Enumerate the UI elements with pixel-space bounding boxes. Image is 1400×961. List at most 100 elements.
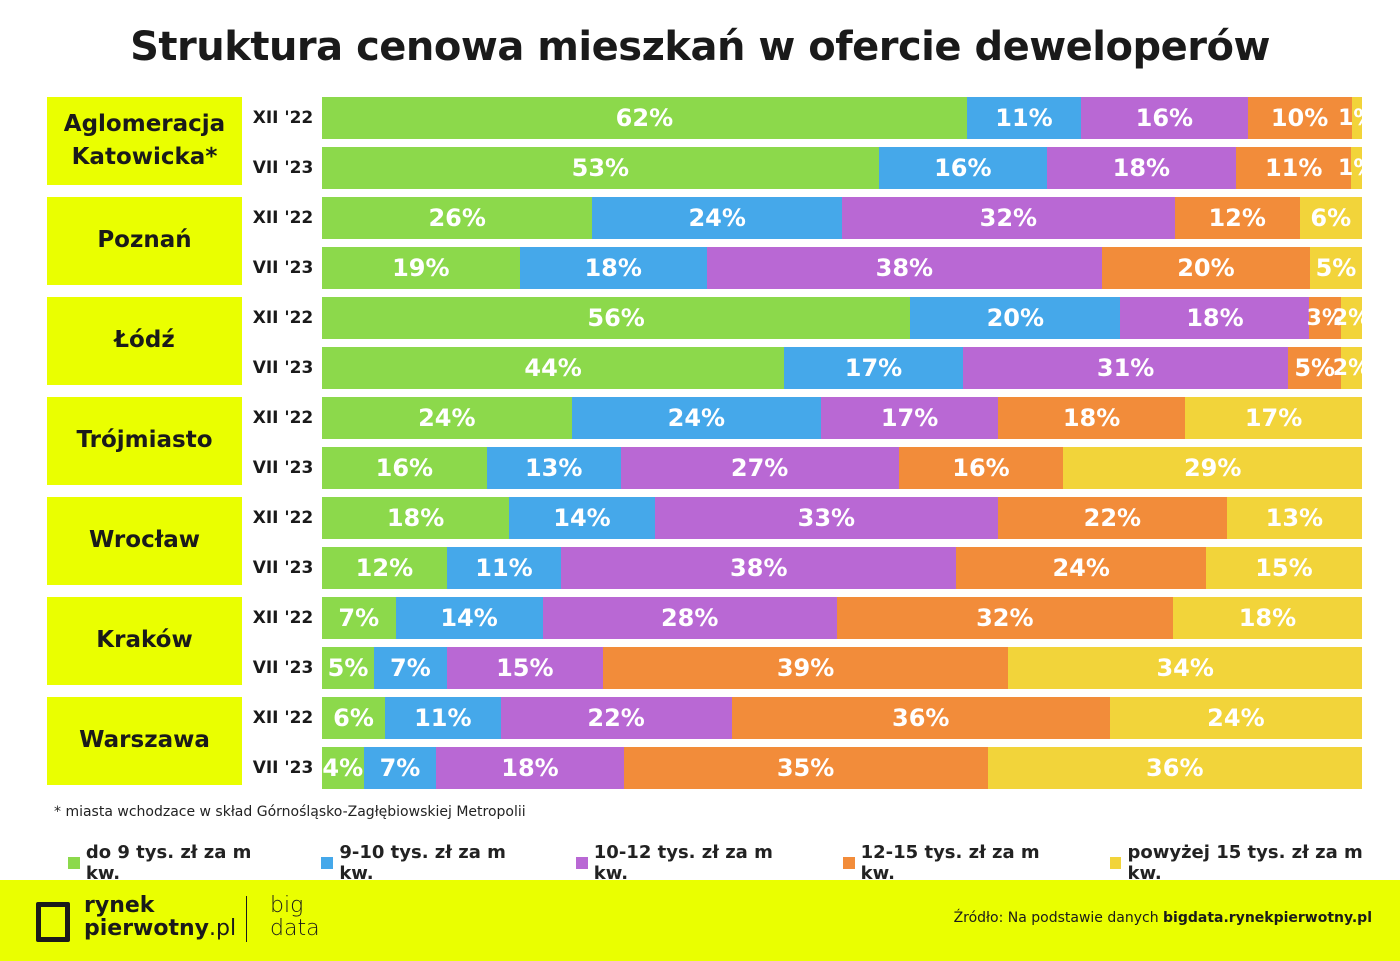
bar-row: 16% 13% 27% 16% 29% xyxy=(322,447,1362,489)
bar-segment: 12% xyxy=(322,547,447,589)
period-label: XII '22 xyxy=(252,208,314,228)
group-label: Trójmiasto xyxy=(47,397,242,485)
bar-segment: 33% xyxy=(654,497,998,539)
bar-segment: 22% xyxy=(997,497,1227,539)
bar-segment: 11% xyxy=(446,547,562,589)
footer: rynek pierwotny.pl big data Źródło: Na pod… xyxy=(0,880,1400,961)
bar-segment: 15% xyxy=(446,647,603,689)
bar-segment: 7% xyxy=(363,747,437,789)
bar-row: 62% 11% 16% 10% 1% xyxy=(322,97,1375,139)
bar-segment: 44% xyxy=(322,347,785,389)
bar-row: 24% 24% 17% 18% 17% xyxy=(322,397,1362,439)
legend-swatch xyxy=(68,857,80,869)
period-label: VII '23 xyxy=(252,658,314,678)
bar-segment: 5% xyxy=(322,647,374,689)
period-label: VII '23 xyxy=(252,458,314,478)
bar-segment: 29% xyxy=(1063,447,1362,489)
bar-segment: 18% xyxy=(1120,297,1310,339)
bar-row: 18% 14% 33% 22% 13% xyxy=(322,497,1362,539)
bar-segment: 18% xyxy=(997,397,1186,439)
bar-segment: 18% xyxy=(1046,147,1236,189)
bar-segment: 6% xyxy=(1299,197,1362,239)
legend: do 9 tys. zł za m kw. 9-10 tys. zł za m k… xyxy=(68,842,1400,884)
period-label: VII '23 xyxy=(252,158,314,178)
bar-row: 5% 7% 15% 39% 34% xyxy=(322,647,1362,689)
bar-segment: 32% xyxy=(841,197,1175,239)
legend-item: powyżej 15 tys. zł za m kw. xyxy=(1109,842,1400,884)
logo-mark-icon xyxy=(36,902,70,942)
period-label: VII '23 xyxy=(252,258,314,278)
bar-segment: 24% xyxy=(592,197,842,239)
bar-segment: 20% xyxy=(1101,247,1310,289)
chart-title: Struktura cenowa mieszkań w ofercie dewe… xyxy=(130,24,1270,70)
bar-segment: 24% xyxy=(956,547,1206,589)
group-label: Kraków xyxy=(47,597,242,685)
bar-segment: 39% xyxy=(602,647,1009,689)
bar-segment: 13% xyxy=(486,447,621,489)
bar-segment: 3% xyxy=(1307,297,1344,339)
legend-label: do 9 tys. zł za m kw. xyxy=(85,842,252,884)
bar-segment: 18% xyxy=(322,497,510,539)
bar-segment: 14% xyxy=(509,497,655,539)
source-link[interactable]: bigdata.rynekpierwotny.pl xyxy=(1163,910,1372,926)
period-label: XII '22 xyxy=(252,608,314,628)
group-label: Warszawa xyxy=(47,697,242,785)
bar-row: 56% 20% 18% 3% 2% xyxy=(322,297,1370,339)
bar-row: 19% 18% 38% 20% 5% xyxy=(322,247,1362,289)
bar-segment: 38% xyxy=(706,247,1102,289)
legend-item: 10-12 tys. zł za m kw. xyxy=(575,842,811,884)
bar-segment: 11% xyxy=(966,97,1082,139)
bar-segment: 2% xyxy=(1333,297,1370,339)
group-label: Aglomeracja Katowicka* xyxy=(47,97,242,185)
bar-segment: 14% xyxy=(395,597,543,639)
bar-segment: 7% xyxy=(322,597,396,639)
bar-row: 26% 24% 32% 12% 6% xyxy=(322,197,1362,239)
bar-segment: 17% xyxy=(784,347,963,389)
logo-divider xyxy=(246,896,247,942)
period-label: XII '22 xyxy=(252,108,314,128)
legend-label: 10-12 tys. zł za m kw. xyxy=(593,842,773,884)
bar-segment: 16% xyxy=(878,147,1047,189)
legend-label: 9-10 tys. zł za m kw. xyxy=(339,842,506,884)
period-label: VII '23 xyxy=(252,558,314,578)
bar-segment: 18% xyxy=(519,247,707,289)
bar-segment: 1% xyxy=(1338,97,1375,139)
legend-item: 12-15 tys. zł za m kw. xyxy=(842,842,1078,884)
bar-segment: 15% xyxy=(1205,547,1362,589)
group-label: Poznań xyxy=(47,197,242,285)
bar-segment: 11% xyxy=(1235,147,1352,189)
bar-segment: 56% xyxy=(322,297,911,339)
bar-segment: 10% xyxy=(1247,97,1352,139)
bar-segment: 26% xyxy=(322,197,593,239)
bar-segment: 11% xyxy=(385,697,501,739)
bar-segment: 16% xyxy=(322,447,487,489)
bar-segment: 31% xyxy=(962,347,1289,389)
legend-label: powyżej 15 tys. zł za m kw. xyxy=(1127,842,1363,884)
bar-segment: 32% xyxy=(836,597,1173,639)
bar-segment: 13% xyxy=(1226,497,1362,539)
bar-row: 6% 11% 22% 36% 24% xyxy=(322,697,1362,739)
bar-segment: 36% xyxy=(987,747,1362,789)
bar-segment: 6% xyxy=(322,697,386,739)
bar-segment: 4% xyxy=(322,747,364,789)
bar-segment: 62% xyxy=(322,97,967,139)
legend-swatch xyxy=(575,857,588,869)
bar-segment: 19% xyxy=(322,247,520,289)
bar-segment: 2% xyxy=(1333,347,1370,389)
period-label: VII '23 xyxy=(252,358,314,378)
period-label: XII '22 xyxy=(252,708,314,728)
bar-segment: 36% xyxy=(731,697,1110,739)
source-text: Źródło: Na podstawie danych bigdata.ryne… xyxy=(953,910,1372,926)
bar-segment: 18% xyxy=(436,747,624,789)
legend-swatch xyxy=(1109,857,1122,869)
period-label: XII '22 xyxy=(252,508,314,528)
bar-segment: 7% xyxy=(374,647,447,689)
bar-segment: 24% xyxy=(1109,697,1362,739)
bar-segment: 35% xyxy=(623,747,988,789)
bar-segment: 17% xyxy=(821,397,998,439)
bar-segment: 27% xyxy=(620,447,899,489)
bar-row: 44% 17% 31% 5% 2% xyxy=(322,347,1370,389)
bar-segment: 1% xyxy=(1338,147,1375,189)
bar-segment: 16% xyxy=(898,447,1064,489)
bigdata-logo: big data xyxy=(270,893,320,941)
